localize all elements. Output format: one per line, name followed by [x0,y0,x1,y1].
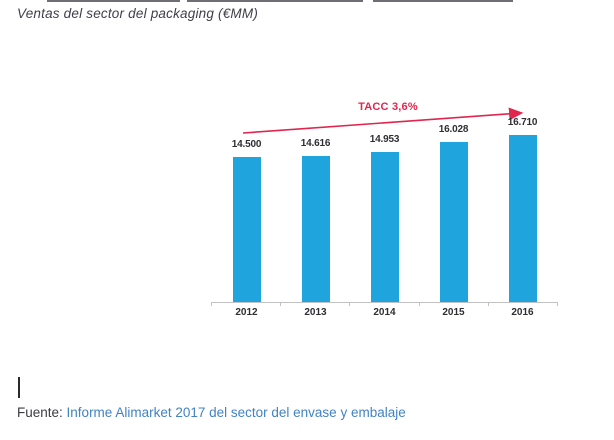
bar-value-label: 14.616 [300,137,331,149]
x-axis-line [211,302,558,306]
clipped-text-remnant [47,0,180,2]
bar-2014 [370,152,399,302]
text-cursor [18,377,20,398]
bar-2012 [232,157,261,302]
x-tick-label: 2015 [442,307,465,318]
page-title: Ventas del sector del packaging (€MM) [17,6,259,21]
bar-value-label: 16.028 [438,123,469,135]
source-line: Fuente: Informe Alimarket 2017 del secto… [17,405,406,420]
bar-value-label: 14.953 [369,134,400,146]
source-link[interactable]: Informe Alimarket 2017 del sector del en… [66,405,406,420]
x-tick-label: 2012 [235,307,258,318]
bar-chart: TACC 3,6% 14.500 14.616 14.953 16.028 16.710… [210,95,562,330]
x-tick-label: 2013 [304,307,327,318]
bar-value-label: 16.710 [507,116,538,128]
x-tick-label: 2014 [373,307,396,318]
axis-tick [211,302,212,306]
bar-value-label: 14.500 [231,139,262,150]
x-tick-label: 2016 [511,307,534,318]
source-label: Fuente: [17,405,63,420]
axis-tick [280,302,282,306]
x-axis-labels: 2012 2013 2014 2015 2016 [212,307,557,318]
axis-tick [418,302,420,306]
trend-arrow [242,107,524,134]
axis-tick [487,302,489,306]
bar-2015 [439,141,468,302]
clipped-text-remnant [187,0,363,2]
bar-group-2015: 16.028 [419,95,488,302]
trend-arrow-line [242,107,524,134]
bar-group-2013: 14.616 [281,95,350,302]
axis-tick [349,302,351,306]
clipped-text-remnant [373,0,513,2]
plot-area: 14.500 14.616 14.953 16.028 16.710 [212,95,557,302]
bar-2016 [508,134,537,302]
bar-group-2014: 14.953 [350,95,419,302]
axis-tick [556,302,558,306]
bar-group-2012: 14.500 [212,95,281,302]
tacc-label: TACC 3,6% [358,101,418,113]
bar-group-2016: 16.710 [488,95,557,302]
bar-2013 [301,155,330,302]
